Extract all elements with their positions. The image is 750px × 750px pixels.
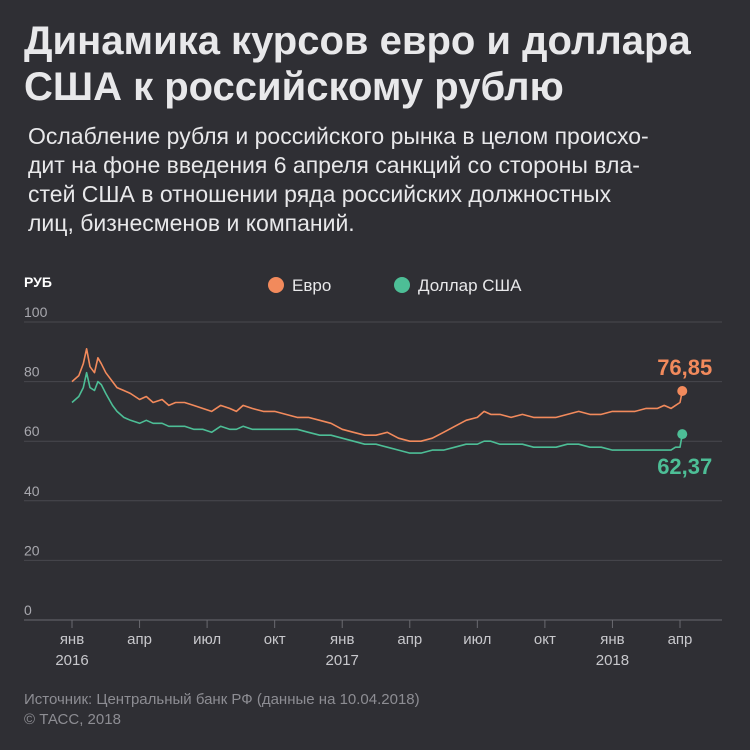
x-tick-4: янв: [330, 631, 354, 648]
legend-swatch-1: [394, 277, 410, 293]
x-tick-year-0: 2016: [55, 652, 88, 669]
series-lines: 76,85 62,37: [71, 347, 712, 479]
y-tick-100: 100: [24, 304, 48, 320]
x-tick-7: окт: [534, 631, 556, 648]
subtitle-line-3: стей США в отношении ряда российских дол…: [28, 181, 612, 207]
x-tick-2: июл: [193, 631, 221, 648]
series-line-1: [71, 371, 684, 454]
y-tick-40: 40: [24, 483, 40, 499]
legend: Евро Доллар США: [268, 276, 522, 295]
chart-subtitle: Ослабление рубля и российского рынка в ц…: [28, 122, 728, 238]
legend-label-0: Евро: [292, 276, 331, 295]
x-tick-6: июл: [463, 631, 491, 648]
series-line-0: [71, 347, 684, 443]
x-tick-labels: янв 2016 апр июл окт янв 2017 апр июл окт янв 2018 а…: [55, 631, 692, 669]
x-tick-year-8: 2018: [596, 652, 629, 669]
x-tick-0: янв: [60, 631, 84, 648]
x-tick-year-4: 2017: [326, 652, 359, 669]
copyright-note: © ТАСС, 2018: [24, 711, 121, 728]
source-note: Источник: Центральный банк РФ (данные на…: [24, 691, 420, 708]
subtitle-line-1: Ослабление рубля и российского рынка в ц…: [28, 123, 649, 149]
x-tick-5: апр: [397, 631, 422, 648]
series-end-point-0: [677, 385, 688, 396]
legend-swatch-0: [268, 277, 284, 293]
x-tick-3: окт: [264, 631, 286, 648]
subtitle-line-2: дит на фоне введения 6 апреля санкций со…: [28, 152, 640, 178]
series-end-label-0: 76,85: [657, 355, 712, 380]
series-end-point-1: [677, 429, 688, 440]
y-tick-80: 80: [24, 364, 40, 380]
title-line-2: США к российскому рублю: [24, 65, 564, 109]
title-line-1: Динамика курсов евро и доллара: [24, 19, 691, 63]
y-tick-0: 0: [24, 602, 32, 618]
subtitle-line-4: лиц, бизнесменов и компаний.: [28, 210, 355, 236]
legend-label-1: Доллар США: [418, 276, 522, 295]
series-end-label-1: 62,37: [657, 454, 712, 479]
chart-title: Динамика курсов евро и доллара США к рос…: [24, 18, 724, 110]
footer: Источник: Центральный банк РФ (данные на…: [24, 690, 420, 730]
x-tick-8: янв: [600, 631, 624, 648]
x-tick-1: апр: [127, 631, 152, 648]
y-tick-labels: 0 20 40 60 80 100: [24, 304, 48, 618]
grid-lines: [24, 321, 722, 628]
y-tick-60: 60: [24, 423, 40, 439]
y-axis-label: РУБ: [24, 274, 52, 290]
y-tick-20: 20: [24, 542, 40, 558]
x-tick-9: апр: [668, 631, 693, 648]
